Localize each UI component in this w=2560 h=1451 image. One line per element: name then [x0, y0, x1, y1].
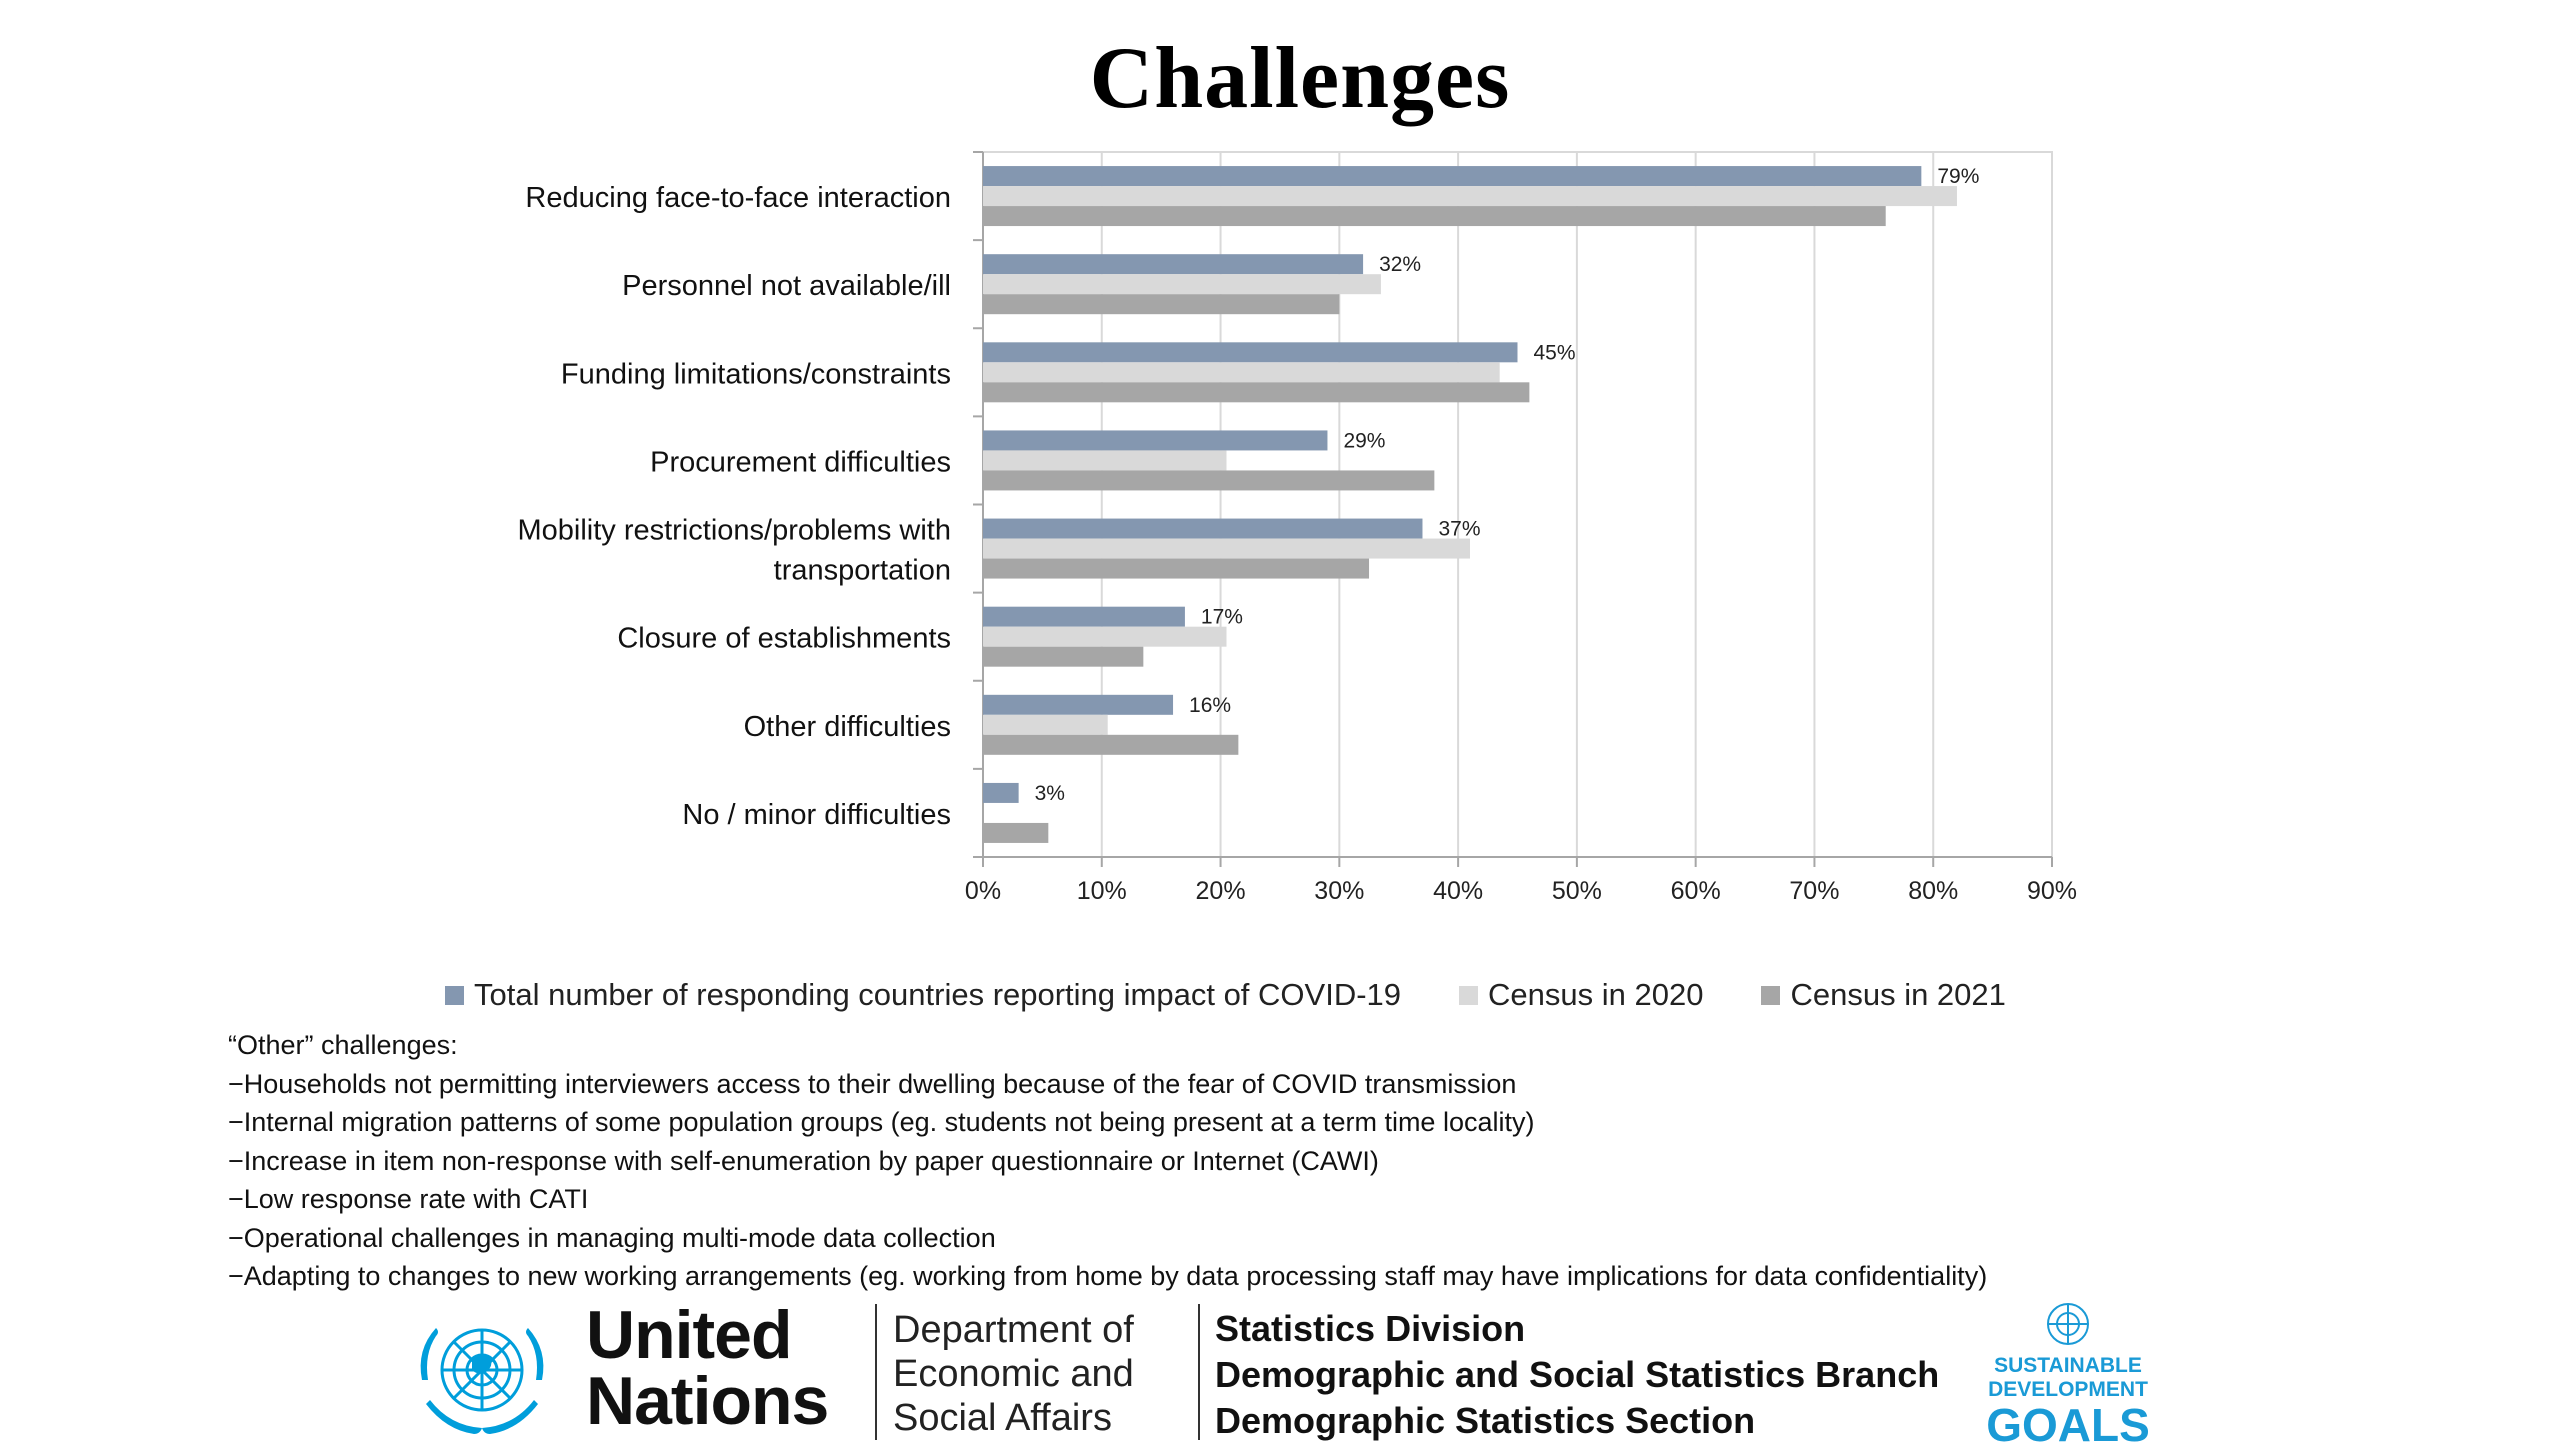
- legend-label: Census in 2021: [1790, 977, 2006, 1012]
- bar: [983, 734, 1239, 755]
- bar: [983, 538, 1470, 559]
- bar: [983, 646, 1144, 667]
- sdg-line: SUSTAINABLE: [1994, 1354, 2142, 1377]
- un-emblem-icon: [420, 1328, 544, 1434]
- sdg-logo: SUSTAINABLE DEVELOPMENT GOALS: [1978, 1300, 2158, 1449]
- category-label: Funding limitations/constraints: [561, 358, 951, 390]
- x-tick-label: 20%: [1196, 877, 1246, 905]
- un-wordmark-line1: United: [586, 1297, 793, 1373]
- bar: [983, 558, 1370, 579]
- bar: [983, 822, 1049, 843]
- bar: [983, 206, 1886, 227]
- stats-line: Statistics Division: [1215, 1308, 1526, 1349]
- bar: [983, 714, 1108, 735]
- data-label: 45%: [1534, 341, 1576, 364]
- slide-title: Challenges: [1089, 30, 1511, 127]
- data-label: 37%: [1438, 518, 1480, 541]
- bar: [983, 294, 1340, 315]
- sdg-line: DEVELOPMENT: [1988, 1378, 2148, 1401]
- bar-chart: 0% 10% 20% 30% 40% 50% 60% 70% 80% 90% 79% Reducing…: [517, 151, 2077, 905]
- legend-label: Total number of responding countries rep…: [474, 977, 1402, 1012]
- category-label: Closure of establishments: [617, 623, 951, 655]
- bar: [983, 606, 1185, 627]
- desa-line: Social Affairs: [893, 1397, 1112, 1439]
- desa-name: Department of Economic and Social Affair…: [893, 1308, 1134, 1440]
- category-label: Other difficulties: [744, 711, 951, 743]
- legend-item-census-2020: Census in 2020: [1459, 977, 1703, 1013]
- x-tick-label: 60%: [1671, 877, 1721, 905]
- legend-label: Census in 2020: [1488, 977, 1704, 1012]
- notes-item: −Adapting to changes to new working arra…: [228, 1261, 1988, 1291]
- x-tick-label: 70%: [1789, 877, 1839, 905]
- desa-line: Economic and: [893, 1353, 1134, 1395]
- chart-legend: Total number of responding countries rep…: [445, 977, 2085, 1013]
- data-label: 79%: [1937, 165, 1979, 188]
- legend-swatch: [1459, 985, 1479, 1005]
- divider: [875, 1304, 877, 1440]
- divider: [1198, 1304, 1200, 1440]
- bar: [983, 518, 1423, 539]
- x-tick-label: 10%: [1077, 877, 1127, 905]
- data-label: 29%: [1343, 429, 1385, 452]
- bar: [983, 450, 1227, 471]
- data-label: 32%: [1379, 253, 1421, 276]
- bar: [983, 342, 1518, 363]
- bar: [983, 694, 1174, 715]
- bar: [983, 430, 1328, 451]
- statistics-division-name: Statistics Division Demographic and Soci…: [1215, 1306, 1939, 1444]
- bar: [983, 254, 1364, 275]
- notes-item: −Internal migration patterns of some pop…: [228, 1107, 1535, 1137]
- bar: [983, 382, 1530, 403]
- x-tick-label: 40%: [1433, 877, 1483, 905]
- notes-heading: “Other” challenges:: [228, 1030, 458, 1060]
- x-tick-label: 50%: [1552, 877, 1602, 905]
- x-tick-label: 90%: [2027, 877, 2077, 905]
- other-challenges-notes: “Other” challenges: −Households not perm…: [228, 1026, 1987, 1296]
- legend-item-covid-impact: Total number of responding countries rep…: [445, 977, 1401, 1013]
- category-label: Procurement difficulties: [650, 446, 951, 478]
- notes-item: −Increase in item non-response with self…: [228, 1145, 1379, 1176]
- stats-line: Demographic Statistics Section: [1215, 1400, 1756, 1441]
- bar: [983, 470, 1435, 491]
- category-label: transportation: [774, 555, 951, 587]
- x-tick-label: 80%: [1908, 877, 1958, 905]
- un-wordmark-line2: Nations: [586, 1363, 829, 1439]
- data-label: 16%: [1189, 694, 1231, 717]
- category-label: Personnel not available/ill: [622, 270, 951, 302]
- x-tick-label: 0%: [965, 877, 1001, 905]
- bar: [983, 782, 1019, 803]
- bar: [983, 186, 1957, 207]
- notes-item: −Households not permitting interviewers …: [228, 1068, 1517, 1099]
- data-label: 17%: [1201, 606, 1243, 629]
- bar: [983, 626, 1227, 647]
- legend-swatch: [1761, 985, 1781, 1005]
- bar: [983, 362, 1500, 383]
- un-wordmark: United Nations: [586, 1297, 829, 1439]
- category-label: Reducing face-to-face interaction: [525, 182, 951, 214]
- category-label: Mobility restrictions/problems with: [517, 515, 951, 547]
- footer: United Nations Department of Economic an…: [0, 1297, 2560, 1449]
- desa-line: Department of: [893, 1309, 1134, 1351]
- bar: [983, 274, 1381, 295]
- data-label: 3%: [1035, 782, 1065, 805]
- notes-item: −Low response rate with CATI: [228, 1184, 589, 1214]
- category-label: No / minor difficulties: [682, 799, 951, 831]
- x-tick-label: 30%: [1314, 877, 1364, 905]
- legend-swatch: [445, 985, 464, 1005]
- stats-line: Demographic and Social Statistics Branch: [1215, 1354, 1940, 1395]
- legend-item-census-2021: Census in 2021: [1761, 977, 2006, 1013]
- sdg-goals-word: GOALS: [1986, 1399, 2150, 1451]
- bar: [983, 166, 1922, 187]
- notes-item: −Operational challenges in managing mult…: [228, 1222, 996, 1253]
- un-emblem-small-icon: [2047, 1303, 2089, 1345]
